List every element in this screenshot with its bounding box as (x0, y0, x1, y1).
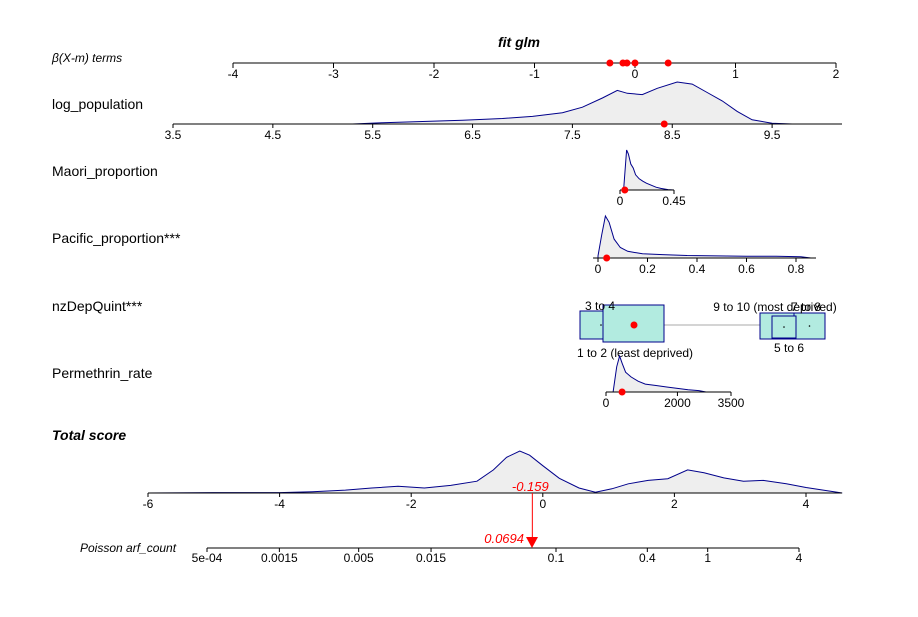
Permethrin_rate-point (618, 388, 626, 396)
pacific-proportion-scale: 0 0.2 0.4 0.6 0.8 (593, 214, 816, 276)
Pacific_proportion-density (597, 214, 811, 259)
total-score-tick-label: -4 (274, 497, 285, 511)
Permethrin_rate-tick-label: 3500 (718, 396, 745, 410)
Permethrin_rate-density (612, 354, 707, 393)
total-score-tick-label: 2 (671, 497, 678, 511)
Pacific_proportion-tick-label: 0.2 (639, 262, 656, 276)
outcome-tick-label: 0.015 (416, 551, 446, 565)
Pacific_proportion-tick-label: 0.4 (689, 262, 706, 276)
nzdepquint-level-label: 1 to 2 (least deprived) (577, 346, 693, 360)
top-axis-tick-label: 0 (632, 67, 639, 81)
total-score-density (147, 450, 843, 494)
top-axis: -4 -3 -2 -1 0 1 2 (228, 59, 840, 81)
Maori_proportion-tick-label: 0 (617, 194, 624, 208)
log_population-tick-label: 6.5 (464, 128, 481, 142)
permethrin-rate-scale: 0 2000 3500 (603, 354, 745, 410)
nzdepquint-level-label: 3 to 4 (585, 299, 615, 313)
Maori_proportion-point (621, 186, 629, 194)
outcome-tick-label: 1 (704, 551, 711, 565)
var-label-permethrin-rate: Permethrin_rate (52, 365, 153, 381)
outcome-tick-label: 5e-04 (192, 551, 223, 565)
nzdepquint-boxes: 3 to 4 1 to 2 (least deprived) 9 to 10 (mo… (577, 299, 837, 360)
top-axis-tick-label: 2 (833, 67, 840, 81)
Permethrin_rate-tick-label: 0 (603, 396, 610, 410)
total-score-tick-label: -6 (143, 497, 154, 511)
outcome-tick-label: 0.1 (548, 551, 565, 565)
outcome-tick-label: 4 (796, 551, 803, 565)
outcome-tick-label: 0.005 (344, 551, 374, 565)
chart-title: fit glm (498, 34, 540, 50)
total-score-label: Total score (52, 427, 126, 443)
Pacific_proportion-tick-label: 0.6 (738, 262, 755, 276)
outcome-tick-label: 0.0015 (261, 551, 298, 565)
outcome-label: Poisson arf_count (80, 541, 177, 555)
log_population-density (352, 81, 793, 125)
nzdepquint-level-dot (783, 326, 785, 328)
var-label-pacific-proportion: Pacific_proportion*** (52, 230, 181, 246)
top-axis-tick-label: -1 (529, 67, 540, 81)
total-score-tick-label: 4 (803, 497, 810, 511)
top-axis-point (631, 59, 639, 67)
top-axis-tick-label: -2 (429, 67, 440, 81)
Maori_proportion-tick-label: 0.45 (662, 194, 686, 208)
nzdepquint-level-dot (600, 324, 602, 326)
nzdepquint-level-label: 7 to 8 (791, 300, 821, 314)
nzdepquint-level-label: 9 to 10 (most deprived) (713, 300, 836, 314)
top-axis-point (606, 59, 614, 67)
nzdepquint-level-label: 5 to 6 (774, 341, 804, 355)
var-label-log-population: log_population (52, 96, 143, 112)
outcome-scale: 5e-04 0.0015 0.005 0.015 0.1 0.4 1 4 0.0694 (192, 531, 803, 565)
log_population-tick-label: 5.5 (364, 128, 381, 142)
log_population-tick-label: 3.5 (165, 128, 182, 142)
log_population-point (660, 120, 668, 128)
nzdepquint-level-dot (808, 325, 811, 327)
log_population-tick-label: 4.5 (265, 128, 282, 142)
log_population-tick-label: 9.5 (764, 128, 781, 142)
total-score-value: -0.159 (512, 479, 549, 494)
var-label-maori-proportion: Maori_proportion (52, 163, 158, 179)
total-score-tick-label: -2 (406, 497, 417, 511)
maori-proportion-scale: 0 0.45 (617, 149, 686, 208)
Permethrin_rate-tick-label: 2000 (664, 396, 691, 410)
log_population-tick-label: 7.5 (564, 128, 581, 142)
var-label-nzdepquint: nzDepQuint*** (52, 298, 143, 314)
nzdepquint-point (630, 321, 638, 329)
top-axis-label: β(X-m) terms (51, 51, 122, 65)
top-axis-tick-label: -4 (228, 67, 239, 81)
outcome-tick-label: 0.4 (639, 551, 656, 565)
top-axis-point (623, 59, 631, 67)
top-axis-tick-label: 1 (732, 67, 739, 81)
Pacific_proportion-point (603, 254, 611, 262)
total-score-scale: -6 -4 -2 0 2 4 -0.159 (143, 450, 843, 539)
log-population-scale: 3.5 4.5 5.5 6.5 7.5 8.5 9.5 (165, 81, 842, 142)
total-score-tick-label: 0 (539, 497, 546, 511)
Maori_proportion-density (623, 149, 675, 191)
Pacific_proportion-tick-label: 0 (595, 262, 602, 276)
outcome-value-arrow (526, 537, 538, 548)
log_population-tick-label: 8.5 (664, 128, 681, 142)
top-axis-point (664, 59, 672, 67)
outcome-value: 0.0694 (484, 531, 524, 546)
Pacific_proportion-tick-label: 0.8 (788, 262, 805, 276)
top-axis-tick-label: -3 (328, 67, 339, 81)
